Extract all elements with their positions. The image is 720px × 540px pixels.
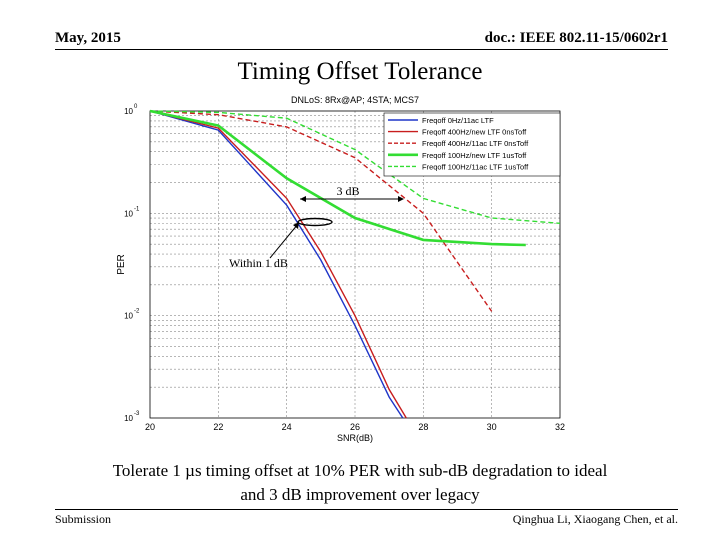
y-tick-label: 10 [124,209,133,218]
annotation-3db-label: 3 dB [336,184,359,198]
y-axis-label: PER [116,254,127,275]
series-line-5 [149,110,561,224]
annotation-within-1db-bracket [297,217,333,227]
footer-rule [55,509,678,510]
x-axis-label: SNR(dB) [337,433,373,443]
annotation-3db-arrowhead-right [398,196,404,202]
y-tick-exponent: -2 [134,309,140,315]
legend-box [383,112,561,177]
annotation-within-1db-pointer [269,223,299,259]
caption: Tolerate 1 µs timing offset at 10% PER w… [70,459,650,507]
x-tick-label: 28 [418,422,428,432]
grid [150,111,560,418]
series-line-4 [149,109,526,247]
y-tick-label: 10 [124,107,133,116]
header-doc-id: doc.: IEEE 802.11-15/0602r1 [484,30,668,46]
caption-line-1: Tolerate 1 µs timing offset at 10% PER w… [112,461,608,480]
series-line-3 [149,110,493,312]
axes-frame [149,110,561,419]
annotation-3db-arrowhead-left [300,196,306,202]
footer-submission: Submission [55,512,112,526]
annotation-within-1db-label: Within 1 dB [229,256,288,270]
x-tick-label: 22 [213,422,223,432]
y-tick-exponent: -3 [134,411,140,417]
footer-authors: Qinghua Li, Xiaogang Chen, et al. [512,512,678,526]
legend-label-1: Freqoff 0Hz/11ac LTF [422,116,494,125]
slide-title: Timing Offset Tolerance [237,58,483,85]
series-line-1 [149,110,404,419]
header-date: May, 2015 [55,30,121,46]
legend-label-5: Freqoff 100Hz/11ac LTF 1usToff [422,162,529,171]
y-tick-label: 10 [124,414,133,423]
y-tick-label: 10 [124,312,133,321]
x-tick-label: 20 [145,422,155,432]
y-tick-exponent: 0 [134,104,138,110]
legend-label-3: Freqoff 400Hz/11ac LTF 0nsToff [422,139,529,148]
x-tick-label: 24 [282,422,292,432]
series-line-2 [149,110,407,419]
caption-line-2: and 3 dB improvement over legacy [240,485,480,504]
plot-title: DNLoS: 8Rx@AP; 4STA; MCS7 [291,95,419,105]
annotation-within-1db-arrowhead [293,222,299,229]
x-tick-label: 26 [350,422,360,432]
legend-label-2: Freqoff 400Hz/new LTF 0nsToff [422,128,527,137]
y-tick-exponent: -1 [134,206,140,212]
legend-label-4: Freqoff 100Hz/new LTF 1usToff [422,151,527,160]
x-tick-label: 32 [555,422,565,432]
x-tick-label: 30 [487,422,497,432]
header-rule [55,49,668,50]
